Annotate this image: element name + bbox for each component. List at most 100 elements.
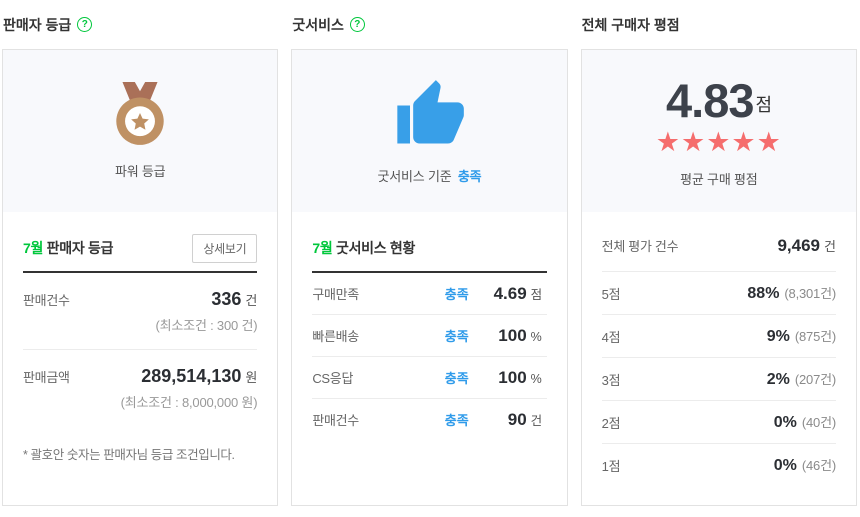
- good-service-column: 굿서비스 ? 굿서비스 기준 충족 7월 굿서비스 현황: [291, 0, 568, 506]
- medal-icon: [116, 82, 164, 145]
- star-icon: ★: [756, 126, 782, 157]
- help-icon[interactable]: ?: [77, 17, 93, 32]
- rating-2-row: 2점 0% (40건): [601, 401, 837, 443]
- status-value: 충족: [457, 169, 482, 184]
- row-divider: [601, 400, 836, 401]
- rating-5-row: 5점 88% (8,301건): [602, 272, 837, 314]
- row-unit: 건: [530, 413, 543, 428]
- score-caption: 평균 구매 평점: [680, 171, 758, 187]
- total-reviews-label: 전체 평가 건수: [601, 239, 679, 254]
- row-unit: %: [530, 371, 542, 386]
- sales-count-value-wrap: 336 건: [211, 289, 257, 310]
- rating-count: (207건): [794, 372, 836, 387]
- star-icon: ★: [680, 126, 707, 157]
- star-icon: ★: [706, 126, 732, 157]
- status-prefix: 굿서비스 기준: [377, 169, 452, 184]
- sales-count-row: 판매건수 336 건 (최소조건 : 300 건): [23, 273, 258, 349]
- row-divider: [312, 398, 547, 399]
- score-value: 4.83: [666, 73, 754, 127]
- row-value: 100: [498, 367, 527, 387]
- section-title-text: 굿서비스 현황: [336, 240, 416, 256]
- sales-count-value: 336: [211, 289, 242, 309]
- row-divider: [312, 314, 547, 315]
- row-divider: [601, 443, 836, 444]
- sales-amount-condition: (최소조건 : 8,000,000 원): [120, 395, 258, 410]
- rating-count: (46건): [801, 458, 836, 473]
- star-rating: ★★★★★: [655, 126, 782, 157]
- good-service-card: 굿서비스 기준 충족 7월 굿서비스 현황 구매만족 충족 4.69: [291, 49, 568, 506]
- row-unit: 점: [530, 287, 543, 302]
- star-icon: ★: [731, 126, 757, 157]
- buyer-rating-heading-text: 전체 구매자 평점: [581, 16, 680, 33]
- star-icon: ★: [655, 126, 681, 157]
- row-label: 빠른배송: [312, 329, 359, 344]
- seller-grade-column: 판매자 등급 ? 파워 등급 7월 판매자 등급 상세보: [2, 0, 279, 506]
- row-divider: [23, 349, 258, 350]
- sales-amount-row: 판매금액 289,514,130 원 (최소조건 : 8,000,000 원): [23, 350, 258, 426]
- rating-percent: 0%: [773, 457, 797, 474]
- total-reviews-value-wrap: 9,469 건: [777, 236, 836, 256]
- thumbs-up-icon: [397, 80, 465, 144]
- sales-amount-value-wrap: 289,514,130 원: [141, 366, 257, 387]
- row-divider: [601, 271, 836, 272]
- month-label: 7월: [23, 240, 44, 256]
- rating-percent: 0%: [773, 414, 797, 431]
- buyer-rating-hero: 4.83 점 ★★★★★ 평균 구매 평점: [581, 50, 856, 212]
- rating-label: 2점: [601, 415, 621, 431]
- sales-amount-unit: 원: [245, 370, 258, 385]
- section-divider: [312, 271, 547, 273]
- row-value: 90: [507, 409, 527, 429]
- good-service-heading: 굿서비스 ?: [292, 15, 567, 34]
- row-status: 충족: [444, 328, 469, 344]
- seller-grade-body: 7월 판매자 등급 상세보기 판매건수 336 건 (최소조건 : 300 건): [3, 233, 277, 463]
- row-label: 판매건수: [312, 413, 359, 428]
- row-label: 구매만족: [312, 287, 359, 302]
- total-reviews-value: 9,469: [777, 236, 821, 255]
- good-service-section-head: 7월 굿서비스 현황: [312, 236, 546, 260]
- grade-label: 파워 등급: [114, 164, 166, 179]
- good-service-heading-text: 굿서비스: [292, 16, 344, 33]
- score-unit: 점: [755, 94, 773, 115]
- rating-4-row: 4점 9% (875건): [601, 315, 837, 357]
- section-divider: [23, 271, 258, 273]
- row-value: 4.69: [493, 283, 527, 303]
- good-service-section-title: 7월 굿서비스 현황: [312, 238, 415, 258]
- total-reviews-unit: 건: [824, 239, 836, 254]
- help-icon[interactable]: ?: [349, 17, 365, 32]
- rating-3-row: 3점 2% (207건): [601, 358, 837, 400]
- total-reviews-row: 전체 평가 건수 9,469 건: [602, 212, 836, 271]
- sales-count-row: 판매건수 충족 90 건: [312, 399, 546, 440]
- seller-grade-heading-text: 판매자 등급: [3, 16, 72, 33]
- buyer-rating-heading: 전체 구매자 평점: [582, 15, 857, 34]
- rating-percent: 88%: [747, 285, 780, 302]
- rating-1-row: 1점 0% (46건): [601, 444, 837, 486]
- seller-grade-hero: 파워 등급: [3, 50, 278, 212]
- row-divider: [312, 356, 547, 357]
- rating-count: (875건): [794, 329, 836, 344]
- detail-view-button[interactable]: 상세보기: [192, 233, 258, 263]
- row-status: 충족: [444, 412, 469, 428]
- rating-percent: 9%: [766, 328, 790, 345]
- buyer-rating-column: 전체 구매자 평점 4.83 점 ★★★★★ 평균 구매 평점 전체 평가 건수…: [580, 0, 857, 506]
- good-service-status: 굿서비스 기준 충족: [378, 166, 482, 185]
- good-service-hero: 굿서비스 기준 충족: [292, 50, 567, 212]
- rating-label: 4점: [601, 329, 621, 345]
- grade-footnote: * 괄호안 숫자는 판매자님 등급 조건입니다.: [23, 448, 235, 462]
- row-status: 충족: [444, 370, 469, 386]
- seller-dashboard: 판매자 등급 ? 파워 등급 7월 판매자 등급 상세보: [2, 0, 857, 506]
- seller-grade-card: 파워 등급 7월 판매자 등급 상세보기 판매건수 336 건: [2, 49, 279, 506]
- buyer-rating-card: 4.83 점 ★★★★★ 평균 구매 평점 전체 평가 건수 9,469 건 5점: [580, 49, 857, 506]
- rating-label: 3점: [601, 372, 621, 388]
- sales-count-unit: 건: [245, 293, 258, 308]
- fast-shipping-row: 빠른배송 충족 100 %: [312, 315, 546, 356]
- row-divider: [601, 357, 836, 358]
- sales-count-condition: (최소조건 : 300 건): [155, 318, 258, 333]
- good-service-body: 7월 굿서비스 현황 구매만족 충족 4.69 점 빠른배송: [292, 236, 566, 440]
- row-unit: %: [530, 329, 542, 344]
- cs-response-row: CS응답 충족 100 %: [312, 357, 546, 398]
- seller-grade-heading: 판매자 등급 ?: [3, 15, 278, 34]
- rating-label: 1점: [601, 458, 621, 474]
- seller-grade-section-head: 7월 판매자 등급 상세보기: [23, 233, 258, 263]
- rating-percent: 2%: [766, 371, 790, 388]
- sales-count-label: 판매건수: [23, 293, 70, 308]
